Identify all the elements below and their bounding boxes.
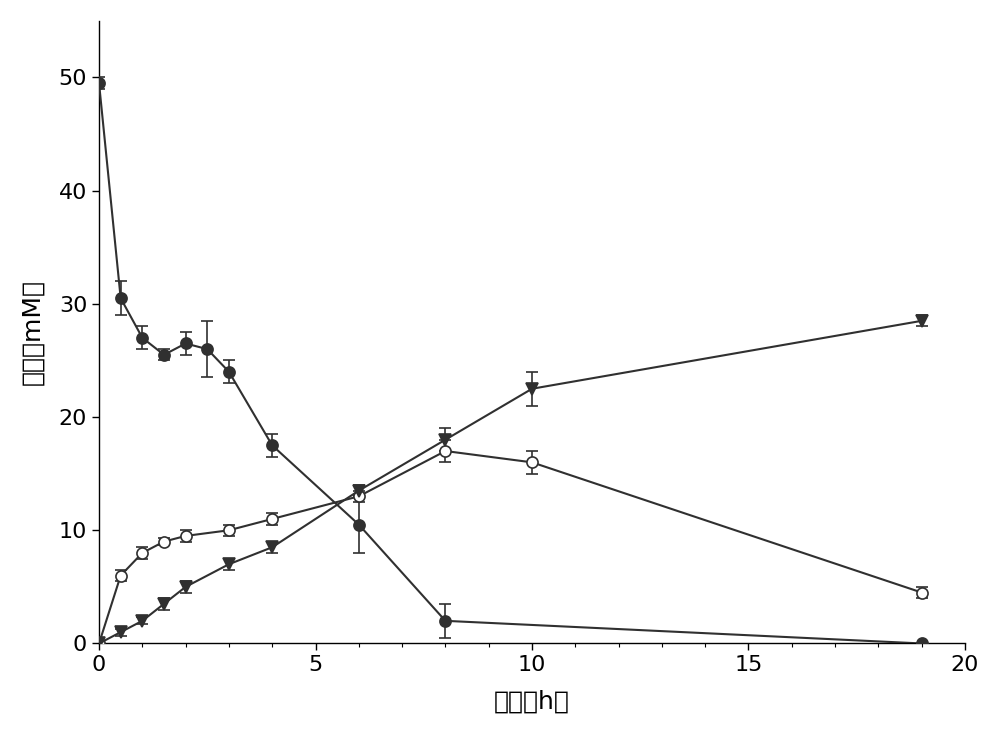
X-axis label: 时间（h）: 时间（h） bbox=[494, 689, 570, 713]
Y-axis label: 浓度（mM）: 浓度（mM） bbox=[21, 279, 45, 385]
